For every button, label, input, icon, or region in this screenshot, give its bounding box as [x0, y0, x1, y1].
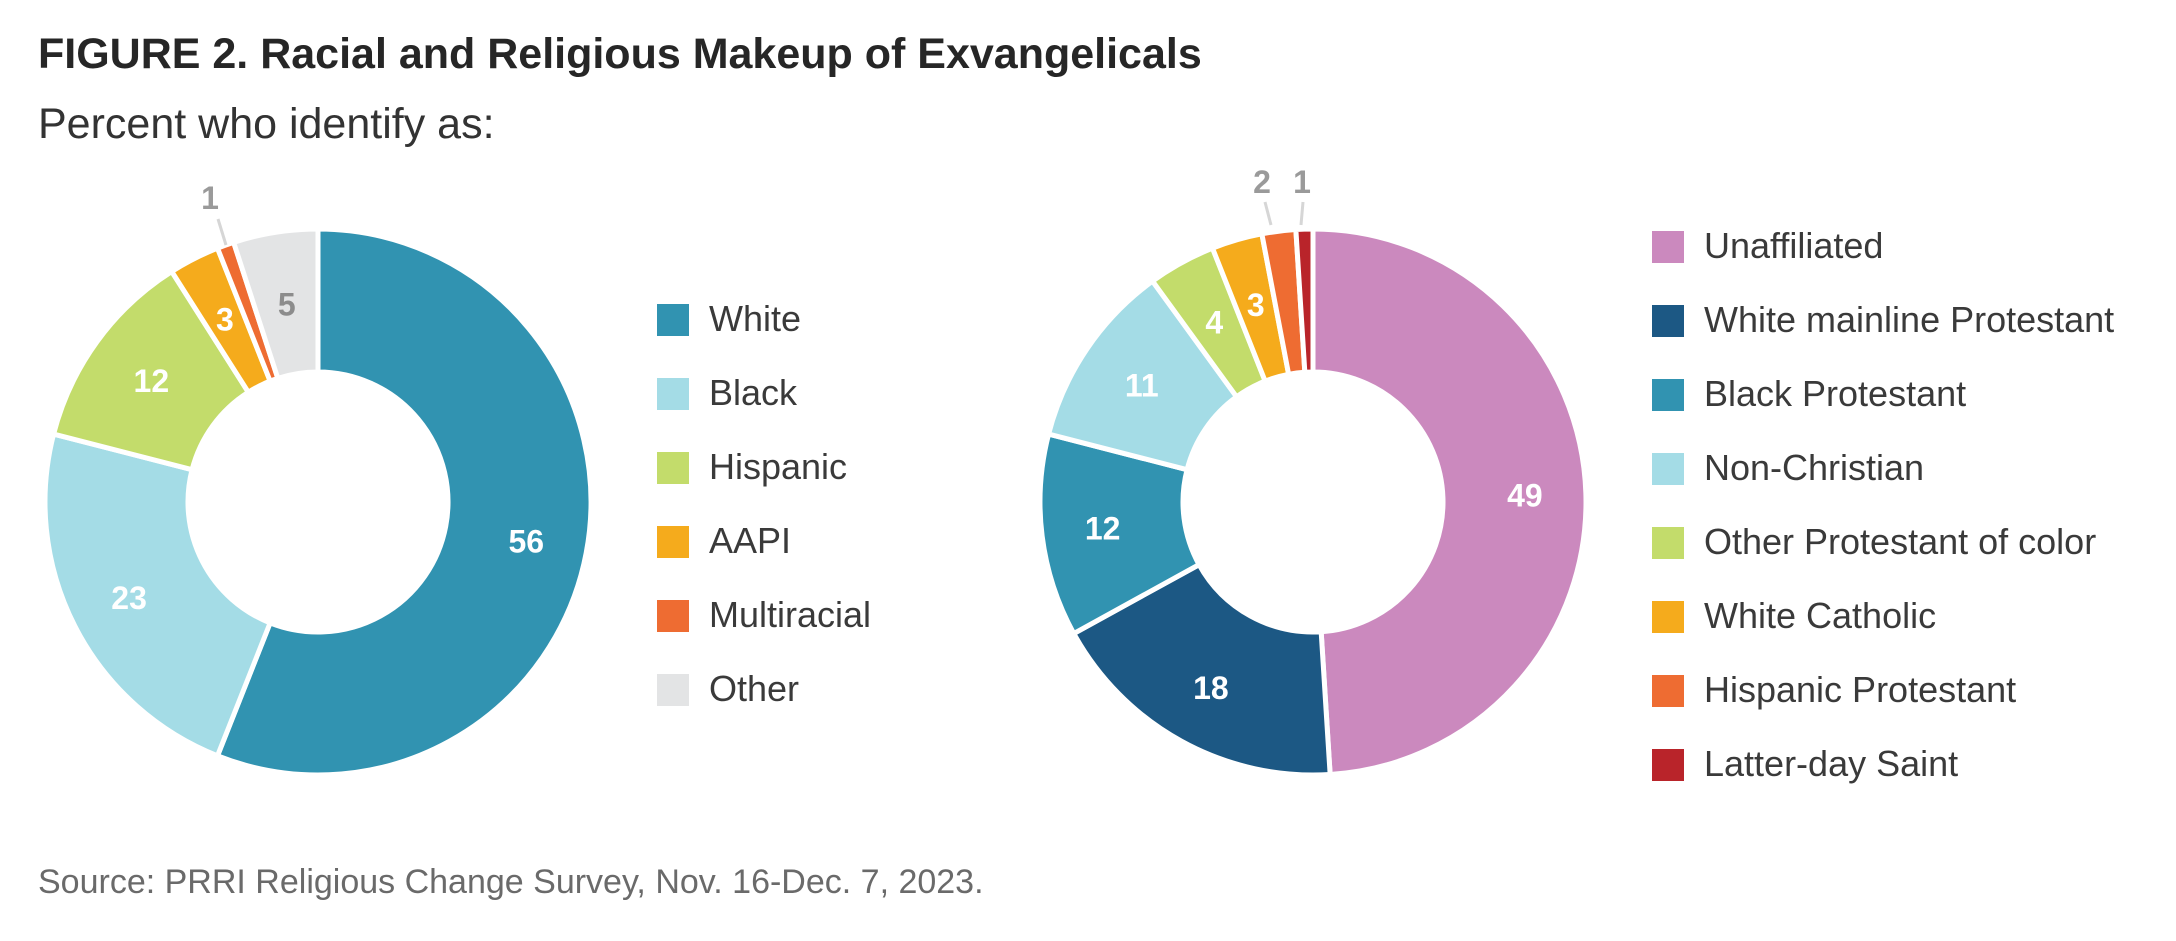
legend-label: Latter-day Saint: [1704, 743, 1959, 784]
legend-label: AAPI: [709, 520, 792, 561]
donut-slice-black: [42, 431, 273, 759]
donut-slice-other: [231, 226, 321, 381]
legend-label: Other Protestant of color: [1704, 521, 2097, 562]
donut-slice-latter-day-saint: [1293, 226, 1316, 375]
legend-swatch: [1652, 379, 1684, 411]
legend-swatch: [1652, 749, 1684, 781]
legend-label: Multiracial: [709, 594, 872, 635]
data-label-other-protestant-of-color: 4: [1205, 304, 1223, 340]
legend-swatch: [1652, 601, 1684, 633]
legend-swatch: [1652, 231, 1684, 263]
legend-swatch: [657, 674, 689, 706]
data-label-aapi: 3: [216, 301, 234, 337]
source-note: Source: PRRI Religious Change Survey, No…: [38, 863, 984, 901]
data-label-hispanic: 12: [134, 363, 170, 399]
legend-swatch: [657, 600, 689, 632]
data-label-latter-day-saint: 1: [1293, 164, 1311, 200]
legend-swatch: [1652, 453, 1684, 485]
legend-swatch: [1652, 305, 1684, 337]
callout-line-latter-day-saint: [1299, 201, 1305, 226]
legend-label: Black: [709, 372, 798, 413]
legend-label: White mainline Protestant: [1704, 299, 2115, 340]
legend-label: Hispanic Protestant: [1704, 669, 2017, 710]
callout-line-hispanic-protestant: [1263, 201, 1273, 226]
data-label-hispanic-protestant: 2: [1253, 164, 1271, 200]
figure-subtitle: Percent who identify as:: [38, 100, 495, 148]
legend-swatch: [657, 526, 689, 558]
donut-slice-unaffiliated: [1310, 226, 1589, 777]
legend-swatch: [657, 452, 689, 484]
legend-label: Unaffiliated: [1704, 225, 1884, 266]
legend-label: Non-Christian: [1704, 447, 1925, 488]
legend-label: Black Protestant: [1704, 373, 1967, 414]
data-label-unaffiliated: 49: [1507, 477, 1543, 513]
donut-slice-white-mainline-protestant: [1071, 562, 1333, 778]
data-label-white: 56: [508, 524, 544, 560]
legend-label: Hispanic: [709, 446, 848, 487]
legend-label: White Catholic: [1704, 595, 1937, 636]
data-label-white-mainline-protestant: 18: [1193, 670, 1229, 706]
legend-swatch: [1652, 527, 1684, 559]
legend-swatch: [657, 304, 689, 336]
data-label-non-christian: 11: [1125, 368, 1159, 404]
data-label-black: 23: [111, 580, 147, 616]
legend-swatch: [1652, 675, 1684, 707]
legend-swatch: [657, 378, 689, 410]
data-label-other: 5: [278, 286, 296, 322]
data-label-black-protestant: 12: [1085, 511, 1121, 547]
legend-label: Other: [709, 668, 800, 709]
data-label-multiracial: 1: [201, 180, 219, 216]
legend-label: White: [709, 298, 802, 339]
callout-line-multiracial: [216, 218, 228, 246]
donut-slice-white: [215, 226, 594, 778]
figure-title: FIGURE 2. Racial and Religious Makeup of…: [38, 30, 1202, 78]
data-label-white-catholic: 3: [1247, 287, 1265, 323]
